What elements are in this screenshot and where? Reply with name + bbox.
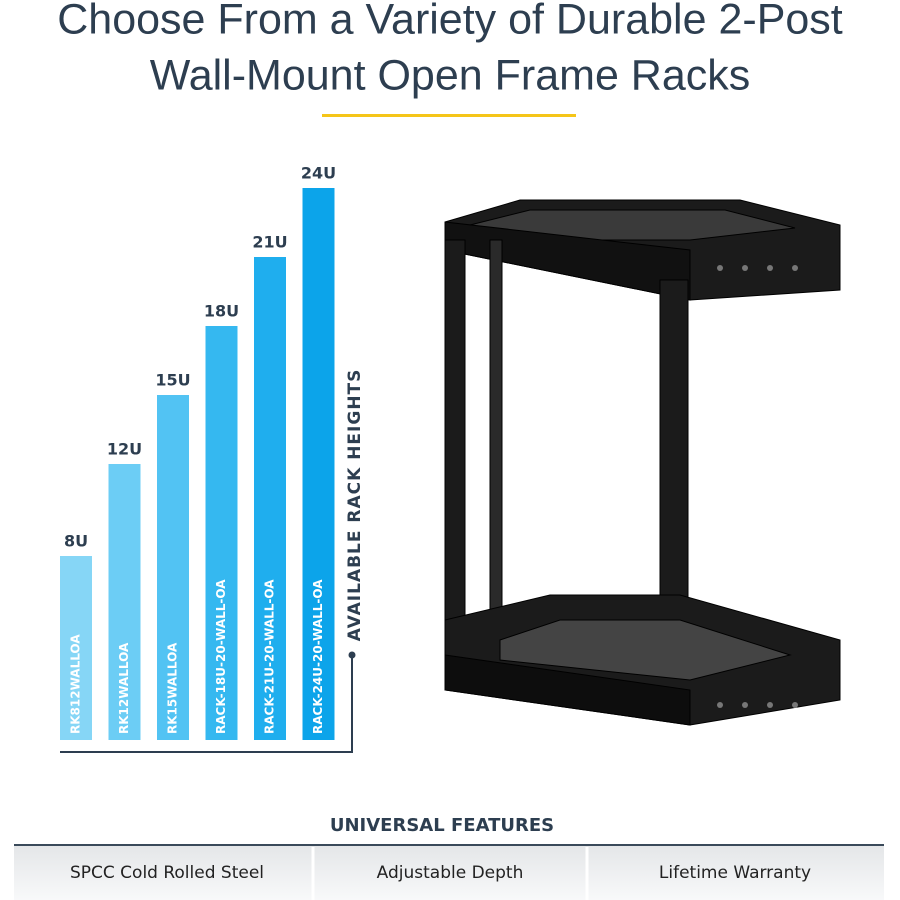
title-line: Wall-Mount Open Frame Racks — [150, 51, 751, 99]
feature-item: Lifetime Warranty — [659, 863, 811, 883]
bar — [157, 395, 189, 740]
feature-item: SPCC Cold Rolled Steel — [70, 863, 264, 883]
bar — [108, 464, 141, 740]
feature-item: Adjustable Depth — [377, 863, 524, 883]
axis-dot — [348, 651, 356, 659]
value-label: 21U — [252, 233, 287, 252]
bar-category: RK812WALLOA — [69, 634, 83, 734]
bar — [60, 556, 92, 740]
features-title: UNIVERSAL FEATURES — [330, 815, 554, 836]
value-label: 12U — [107, 440, 142, 459]
bar-category: RACK-21U-20-WALL-OA — [263, 579, 277, 734]
bar — [205, 326, 238, 740]
bar-category: RK15WALLOA — [166, 642, 180, 734]
bar — [302, 188, 335, 740]
axis-label: AVAILABLE RACK HEIGHTS — [345, 369, 365, 642]
bar-category: RK12WALLOA — [117, 642, 131, 734]
title-line: Choose From a Variety of Durable 2-Post — [57, 0, 843, 43]
axis-line — [60, 655, 353, 753]
title-underline — [322, 114, 576, 117]
value-label: 18U — [204, 302, 239, 321]
bar-category: RACK-18U-20-WALL-OA — [214, 579, 228, 734]
bar-category: RACK-24U-20-WALL-OA — [311, 579, 325, 734]
bar — [254, 257, 286, 740]
value-label: 24U — [301, 164, 336, 183]
value-label: 15U — [155, 371, 190, 390]
value-label: 8U — [64, 532, 88, 551]
features-band — [14, 845, 884, 900]
rack-image — [444, 199, 841, 726]
